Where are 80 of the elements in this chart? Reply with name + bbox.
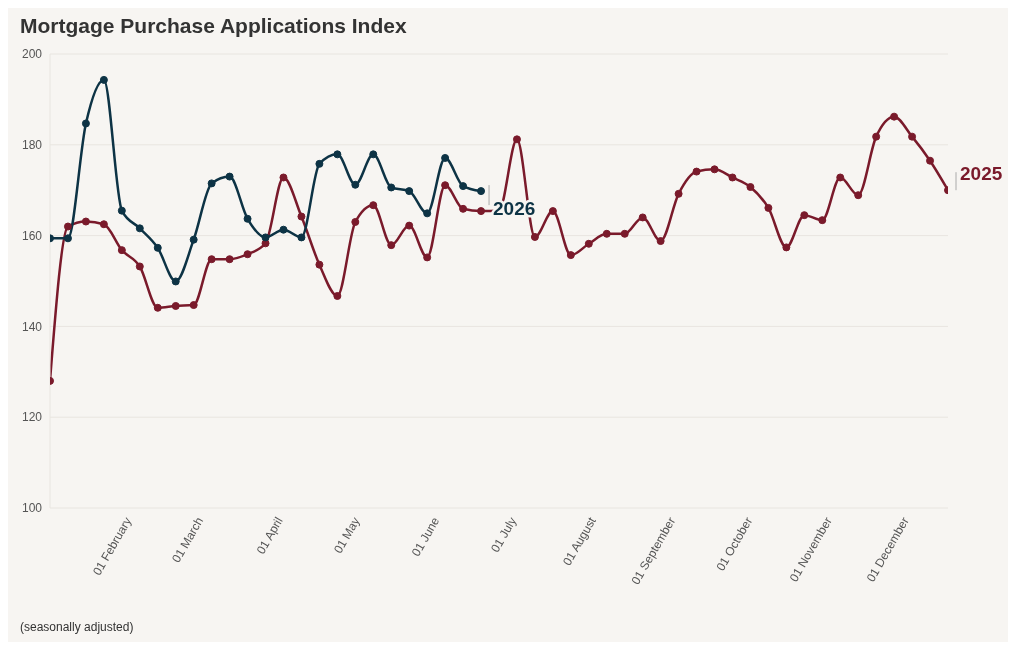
point <box>279 173 288 182</box>
point <box>441 181 450 190</box>
point <box>189 301 198 310</box>
point <box>405 221 414 230</box>
point <box>297 212 306 221</box>
point <box>315 159 324 168</box>
point <box>566 251 575 260</box>
point <box>333 150 342 159</box>
point <box>423 253 432 262</box>
point <box>782 243 791 252</box>
point <box>602 229 611 238</box>
point <box>117 246 126 255</box>
point <box>351 180 360 189</box>
point <box>63 234 72 243</box>
y-tick-label: 140 <box>21 319 43 334</box>
y-tick-label: 120 <box>21 410 43 425</box>
point <box>369 201 378 210</box>
point <box>836 173 845 182</box>
point <box>153 243 162 252</box>
point <box>441 153 450 162</box>
point <box>315 260 324 269</box>
chart-title: Mortgage Purchase Applications Index <box>20 14 407 38</box>
point <box>351 217 360 226</box>
point <box>818 216 827 225</box>
point <box>225 172 234 181</box>
series-label: 2025 <box>960 163 1003 185</box>
point <box>135 224 144 233</box>
text: (seasonally adjusted) <box>20 620 134 634</box>
point <box>171 301 180 310</box>
point <box>405 187 414 196</box>
point <box>243 214 252 223</box>
y-tick-label: 100 <box>21 501 43 516</box>
point <box>638 213 647 222</box>
point <box>584 239 593 248</box>
point <box>530 232 539 241</box>
point <box>279 225 288 234</box>
point <box>890 112 899 121</box>
point <box>764 203 773 212</box>
point <box>548 207 557 216</box>
point <box>459 182 468 191</box>
y-tick-label: 200 <box>21 47 43 62</box>
point <box>387 241 396 250</box>
point <box>872 132 881 141</box>
point <box>477 207 486 216</box>
point <box>243 250 252 259</box>
point <box>512 135 521 144</box>
point <box>656 237 665 246</box>
point <box>171 277 180 286</box>
point <box>63 222 72 231</box>
point <box>189 235 198 244</box>
point <box>135 262 144 271</box>
point <box>423 209 432 218</box>
point <box>81 217 90 226</box>
point <box>926 156 935 165</box>
point <box>99 75 108 84</box>
point <box>99 220 108 229</box>
point <box>854 191 863 200</box>
point <box>207 179 216 188</box>
point <box>674 189 683 198</box>
point <box>207 255 216 264</box>
point <box>746 183 755 192</box>
point <box>710 165 719 174</box>
point <box>728 173 737 182</box>
point <box>261 233 270 242</box>
y-tick-label: 160 <box>21 228 43 243</box>
point <box>800 211 809 220</box>
point <box>81 119 90 128</box>
point <box>333 291 342 300</box>
y-tick-label: 180 <box>21 138 43 153</box>
point <box>297 233 306 242</box>
point <box>117 206 126 215</box>
point <box>369 150 378 159</box>
point <box>387 183 396 192</box>
point <box>908 132 917 141</box>
point <box>620 229 629 238</box>
point <box>153 303 162 312</box>
point <box>477 187 486 196</box>
point <box>459 204 468 213</box>
point <box>225 255 234 264</box>
point <box>692 167 701 176</box>
